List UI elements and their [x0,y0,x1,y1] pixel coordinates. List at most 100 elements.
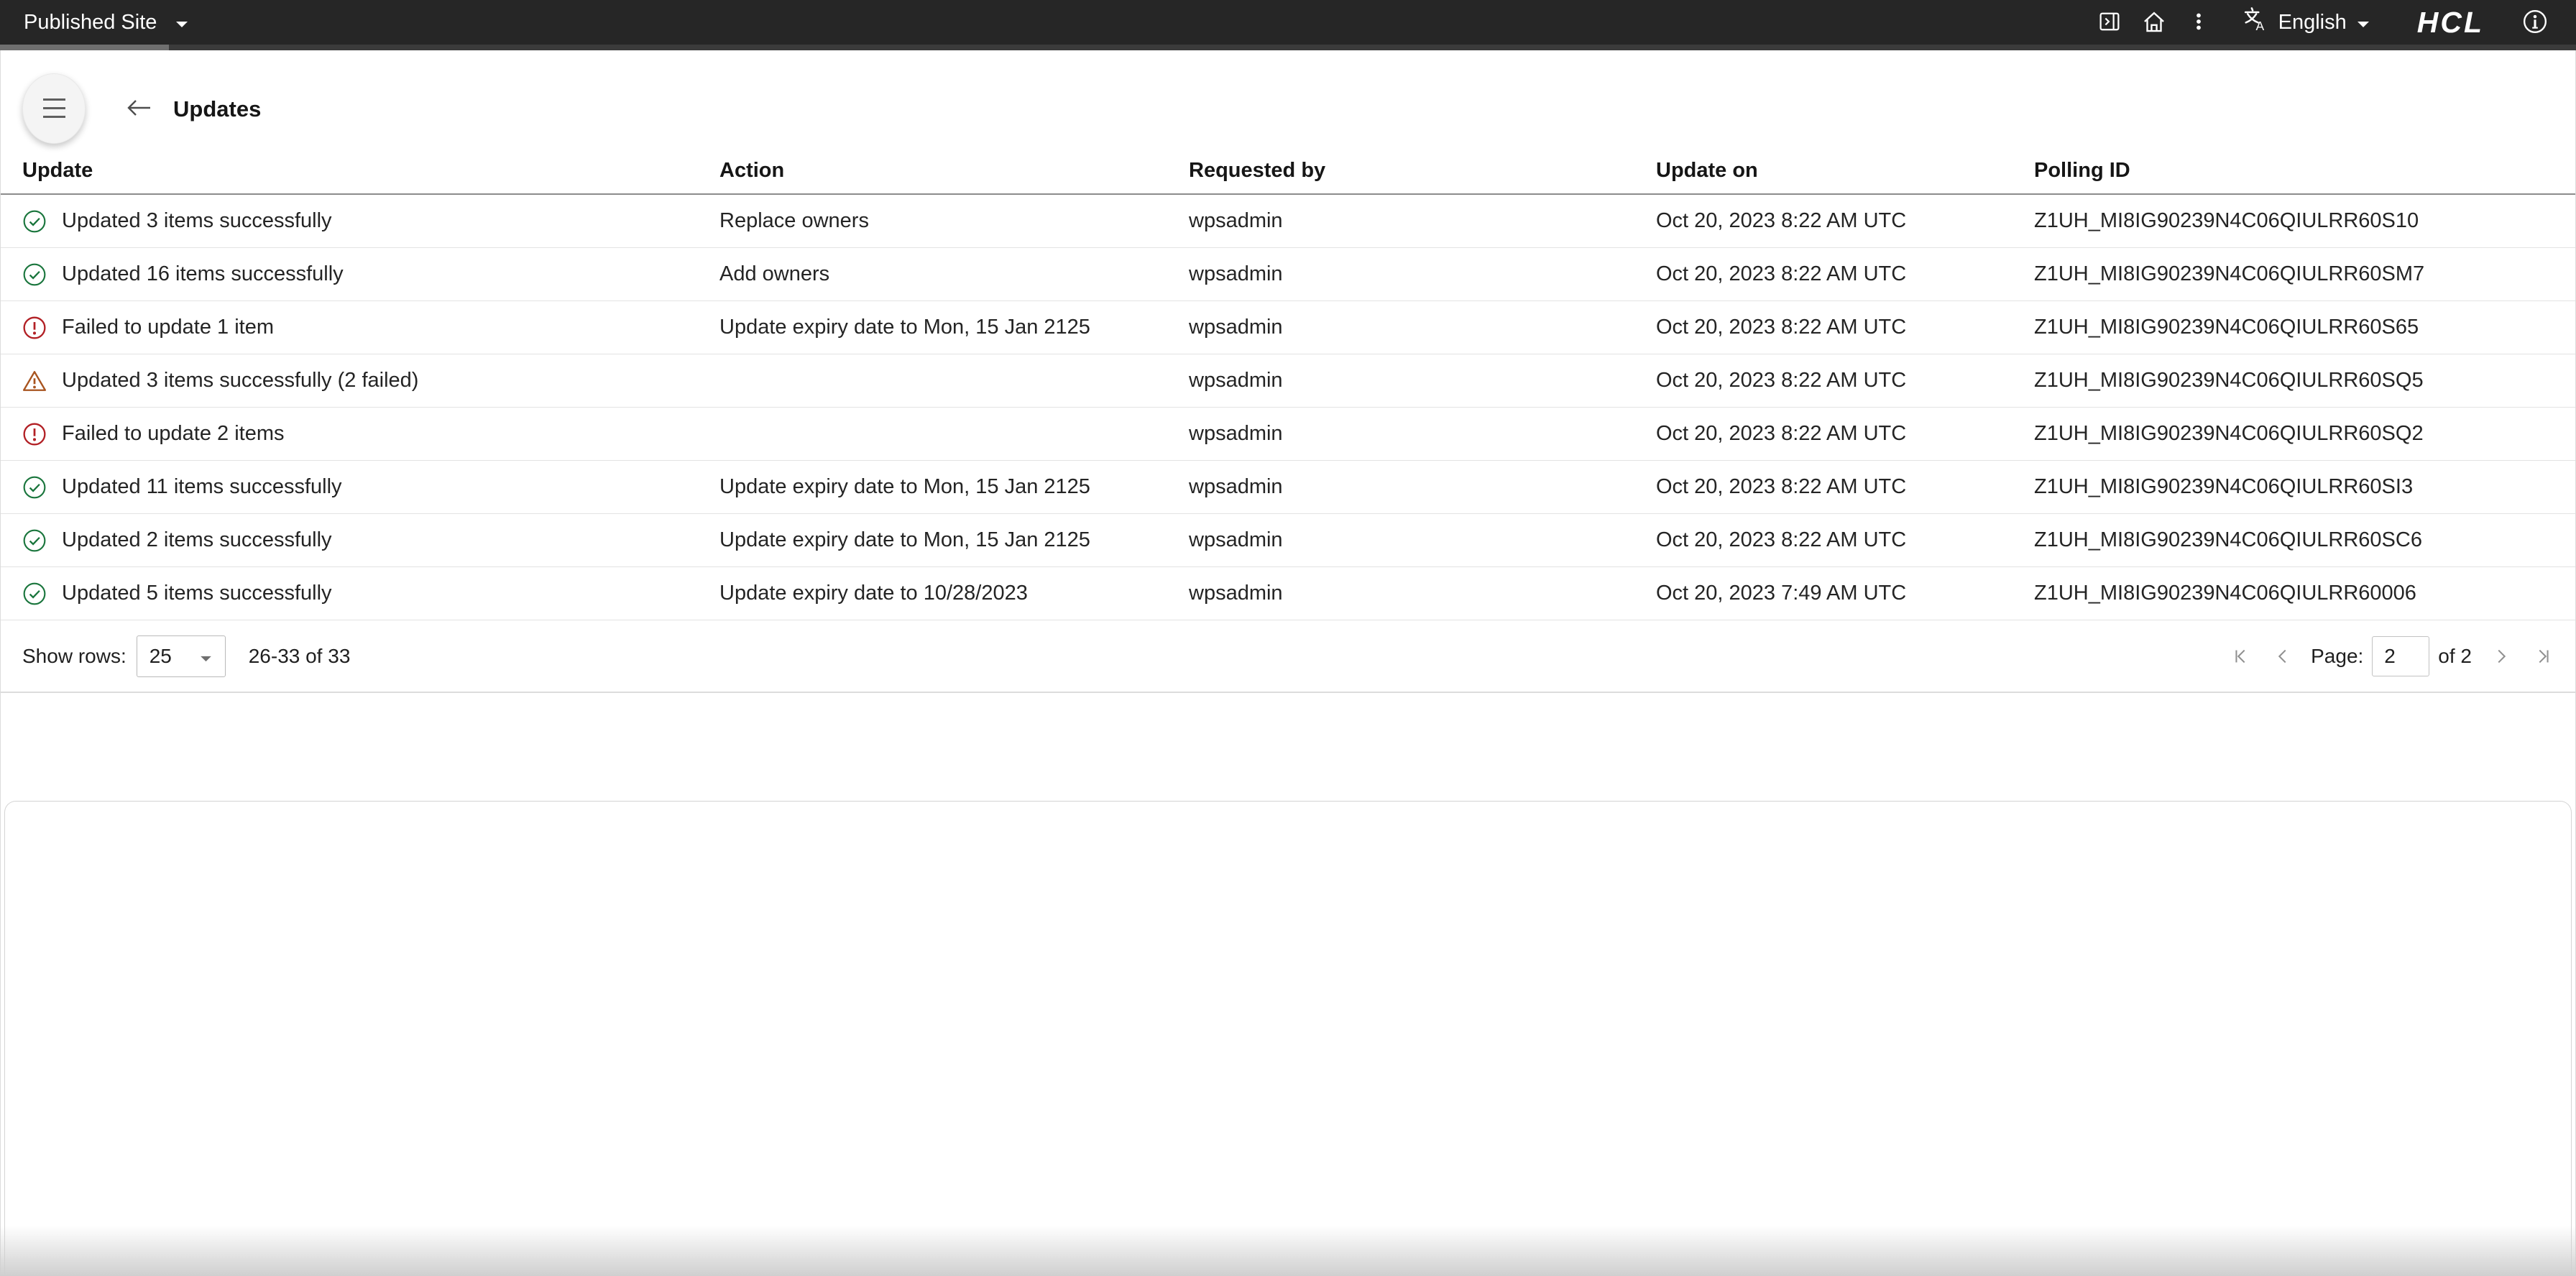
update-cell: Failed to update 1 item [62,316,275,339]
svg-text:A: A [2255,19,2264,33]
update-cell: Updated 3 items successfully (2 failed) [62,369,419,392]
update-on-cell: Oct 20, 2023 8:22 AM UTC [1656,316,1907,339]
table-row[interactable]: Updated 2 items successfully Update expi… [1,514,2575,567]
site-selector[interactable]: Published Site [24,11,188,35]
update-on-cell: Oct 20, 2023 8:22 AM UTC [1656,262,1907,285]
hcl-logo: HCL [2416,5,2484,39]
action-cell: Update expiry date to 10/28/2023 [719,582,1028,605]
update-cell: Updated 11 items successfully [62,475,342,498]
update-cell: Updated 16 items successfully [62,262,344,285]
polling-id-cell: Z1UH_MI8IG90239N4C06QIULRR60006 [2034,582,2416,605]
update-on-cell: Oct 20, 2023 8:22 AM UTC [1656,528,1907,551]
rows-per-page-value: 25 [149,644,172,667]
site-selector-label: Published Site [24,10,157,34]
requested-by-cell: wpsadmin [1189,262,1283,285]
rows-range-label: 26-33 of 33 [248,644,351,667]
arrow-left-icon [126,97,153,121]
polling-id-cell: Z1UH_MI8IG90239N4C06QIULRR60SC6 [2034,528,2422,551]
rows-per-page-select[interactable]: 25 [136,635,226,677]
previous-page-button[interactable] [2272,646,2294,667]
update-on-cell: Oct 20, 2023 8:22 AM UTC [1656,475,1907,498]
success-status-icon [22,528,47,553]
table-row[interactable]: Updated 11 items successfully Update exp… [1,461,2575,514]
success-status-icon [22,209,47,234]
action-cell: Update expiry date to Mon, 15 Jan 2125 [719,316,1090,339]
update-cell: Updated 2 items successfully [62,528,332,551]
page-header: Updates [1,50,2575,147]
home-button[interactable] [2132,0,2176,45]
polling-id-cell: Z1UH_MI8IG90239N4C06QIULRR60SQ2 [2034,422,2424,445]
table-row[interactable]: Updated 3 items successfully Replace own… [1,195,2575,248]
kebab-menu-icon [2186,9,2211,36]
warning-status-icon [22,369,47,393]
page-title: Updates [173,96,262,121]
updates-table: Update Action Requested by Update on Pol… [1,147,2575,620]
page-label: Page: [2311,644,2364,667]
action-cell: Add owners [719,262,830,285]
lower-panel [4,801,2572,1276]
page-count-label: of 2 [2438,644,2472,667]
scrollbar-thumb[interactable] [0,45,169,50]
requested-by-cell: wpsadmin [1189,582,1283,605]
requested-by-cell: wpsadmin [1189,422,1283,445]
error-status-icon [22,316,47,340]
action-cell: Replace owners [719,209,869,232]
chevron-down-icon [200,645,212,668]
action-cell: Update expiry date to Mon, 15 Jan 2125 [719,528,1090,551]
table-row[interactable]: Failed to update 1 item Update expiry da… [1,301,2575,354]
last-page-button[interactable] [2532,646,2554,667]
action-cell: Update expiry date to Mon, 15 Jan 2125 [719,475,1090,498]
next-page-button[interactable] [2490,646,2512,667]
column-header-action: Action [719,158,785,182]
column-header-update: Update [22,158,93,182]
side-panel-icon [2097,9,2122,37]
first-page-button[interactable] [2230,646,2252,667]
polling-id-cell: Z1UH_MI8IG90239N4C06QIULRR60SI3 [2034,475,2414,498]
update-on-cell: Oct 20, 2023 8:22 AM UTC [1656,369,1907,392]
info-button[interactable] [2513,0,2557,45]
column-header-update-on: Update on [1656,158,1758,182]
overflow-menu-button[interactable] [2176,0,2221,45]
success-status-icon [22,262,47,287]
column-header-polling-id: Polling ID [2034,158,2130,182]
update-on-cell: Oct 20, 2023 8:22 AM UTC [1656,209,1907,232]
update-cell: Updated 3 items successfully [62,209,332,232]
requested-by-cell: wpsadmin [1189,369,1283,392]
back-button[interactable] [126,97,153,121]
chevron-down-icon [2357,11,2370,35]
update-cell: Updated 5 items successfully [62,582,332,605]
polling-id-cell: Z1UH_MI8IG90239N4C06QIULRR60S65 [2034,316,2419,339]
update-cell: Failed to update 2 items [62,422,285,445]
table-header-row: Update Action Requested by Update on Pol… [1,147,2575,195]
success-status-icon [22,582,47,606]
hamburger-icon [42,98,65,101]
chevron-down-icon [175,11,188,35]
update-on-cell: Oct 20, 2023 8:22 AM UTC [1656,422,1907,445]
table-row[interactable]: Updated 16 items successfully Add owners… [1,248,2575,301]
requested-by-cell: wpsadmin [1189,209,1283,232]
menu-button[interactable] [22,73,86,144]
table-row[interactable]: Updated 5 items successfully Update expi… [1,567,2575,620]
error-status-icon [22,422,47,446]
side-panel-button[interactable] [2087,0,2132,45]
table-row[interactable]: Updated 3 items successfully (2 failed) … [1,354,2575,408]
polling-id-cell: Z1UH_MI8IG90239N4C06QIULRR60SM7 [2034,262,2425,285]
section-divider [1,692,2575,693]
requested-by-cell: wpsadmin [1189,528,1283,551]
home-icon [2140,8,2168,37]
polling-id-cell: Z1UH_MI8IG90239N4C06QIULRR60S10 [2034,209,2419,232]
table-row[interactable]: Failed to update 2 items wpsadmin Oct 20… [1,408,2575,461]
column-header-requested-by: Requested by [1189,158,1326,182]
translate-icon: A [2240,5,2268,40]
update-on-cell: Oct 20, 2023 7:49 AM UTC [1656,582,1907,605]
info-icon [2521,8,2549,37]
show-rows-label: Show rows: [22,644,126,667]
language-label: English [2278,10,2347,34]
language-selector[interactable]: A English [2240,5,2370,40]
page-number-input[interactable] [2372,635,2430,676]
requested-by-cell: wpsadmin [1189,475,1283,498]
requested-by-cell: wpsadmin [1189,316,1283,339]
polling-id-cell: Z1UH_MI8IG90239N4C06QIULRR60SQ5 [2034,369,2424,392]
success-status-icon [22,475,47,500]
horizontal-scrollbar[interactable] [0,45,2576,50]
